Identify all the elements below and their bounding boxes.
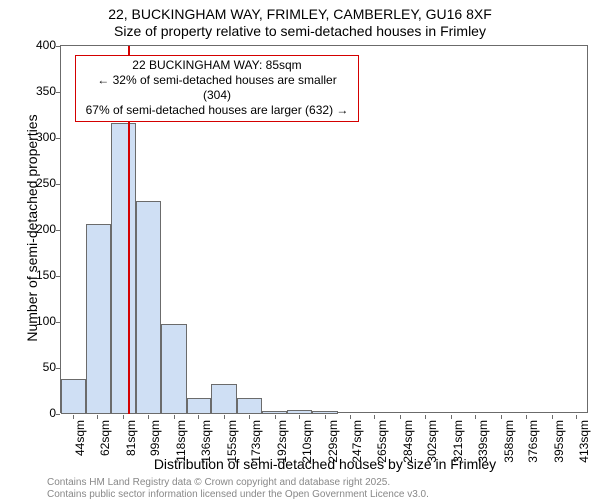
x-tick-mark [425, 415, 426, 419]
x-tick-mark [350, 415, 351, 419]
x-tick-mark [299, 415, 300, 419]
x-tick-mark [400, 415, 401, 419]
histogram-bar [312, 411, 338, 414]
histogram-bar [187, 398, 212, 414]
x-tick-mark [249, 415, 250, 419]
y-tick-mark [56, 184, 60, 185]
x-tick-mark [174, 415, 175, 419]
y-tick-label: 300 [16, 130, 56, 144]
title-line2: Size of property relative to semi-detach… [0, 23, 600, 39]
y-tick-mark [56, 276, 60, 277]
histogram-bar [86, 224, 112, 414]
footer-line1: Contains HM Land Registry data © Crown c… [47, 477, 390, 488]
x-tick-mark [224, 415, 225, 419]
x-tick-mark [552, 415, 553, 419]
x-tick-mark [73, 415, 74, 419]
annotation-box: 22 BUCKINGHAM WAY: 85sqm← 32% of semi-de… [75, 55, 359, 122]
title-line1: 22, BUCKINGHAM WAY, FRIMLEY, CAMBERLEY, … [0, 6, 600, 22]
x-tick-mark [275, 415, 276, 419]
footer-line2: Contains public sector information licen… [47, 489, 429, 500]
x-tick-mark [325, 415, 326, 419]
y-tick-label: 0 [16, 406, 56, 420]
x-tick-mark [526, 415, 527, 419]
y-tick-label: 350 [16, 84, 56, 98]
y-tick-label: 50 [16, 360, 56, 374]
x-tick-mark [198, 415, 199, 419]
x-tick-mark [501, 415, 502, 419]
histogram-bar [262, 411, 288, 414]
y-tick-label: 100 [16, 314, 56, 328]
histogram-bar [287, 410, 312, 414]
histogram-bar [136, 201, 161, 414]
histogram-bar [111, 123, 136, 414]
y-tick-mark [56, 138, 60, 139]
x-axis-label: Distribution of semi-detached houses by … [60, 456, 590, 472]
annotation-line: 67% of semi-detached houses are larger (… [82, 103, 352, 118]
y-tick-mark [56, 230, 60, 231]
y-tick-label: 250 [16, 176, 56, 190]
y-tick-mark [56, 46, 60, 47]
histogram-bar [61, 379, 86, 414]
x-tick-mark [148, 415, 149, 419]
annotation-line: 22 BUCKINGHAM WAY: 85sqm [82, 58, 352, 73]
x-tick-mark [576, 415, 577, 419]
x-tick-mark [475, 415, 476, 419]
histogram-bar [211, 384, 237, 414]
y-tick-label: 150 [16, 268, 56, 282]
y-tick-mark [56, 92, 60, 93]
y-tick-mark [56, 322, 60, 323]
plot-area: 05010015020025030035040044sqm62sqm81sqm9… [60, 45, 590, 415]
histogram-bar [161, 324, 187, 414]
x-tick-mark [123, 415, 124, 419]
y-tick-label: 400 [16, 38, 56, 52]
x-tick-mark [451, 415, 452, 419]
y-tick-label: 200 [16, 222, 56, 236]
y-tick-mark [56, 414, 60, 415]
annotation-line: ← 32% of semi-detached houses are smalle… [82, 73, 352, 103]
x-tick-mark [374, 415, 375, 419]
x-tick-mark [97, 415, 98, 419]
y-tick-mark [56, 368, 60, 369]
histogram-bar [237, 398, 262, 414]
